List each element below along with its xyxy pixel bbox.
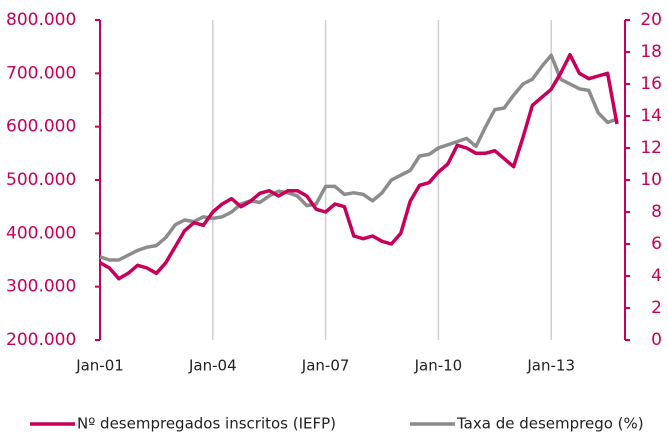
y2-tick-label: 6 [651,234,662,254]
x-tick-label: Jan-04 [188,357,237,375]
y2-tick-label: 14 [640,106,662,126]
x-tick-label: Jan-13 [526,357,575,375]
y2-tick-label: 12 [640,138,662,158]
y2-tick-label: 10 [640,170,662,190]
y2-tick-label: 18 [640,42,662,62]
y-tick-label: 300.000 [6,277,76,297]
y2-tick-label: 4 [651,266,662,286]
y-tick-label: 800.000 [6,10,76,30]
series-line [99,53,618,262]
y2-tick-label: 0 [651,330,662,350]
x-tick-label: Jan-10 [414,357,463,375]
y-tick-label: 400.000 [6,223,76,243]
y-tick-label: 500.000 [6,170,76,190]
series-line [99,52,619,281]
legend-label: Nº desempregados inscritos (IEFP) [77,415,336,433]
y2-tick-label: 20 [640,10,662,30]
y-tick-label: 200.000 [6,330,76,350]
legend-label: Taxa de desemprego (%) [456,415,644,433]
y-tick-label: 700.000 [6,63,76,83]
y2-tick-label: 2 [651,298,662,318]
y2-tick-label: 8 [651,202,662,222]
y-tick-label: 600.000 [6,117,76,137]
x-tick-label: Jan-01 [75,357,124,375]
x-tick-label: Jan-07 [301,357,350,375]
y2-tick-label: 16 [640,74,662,94]
